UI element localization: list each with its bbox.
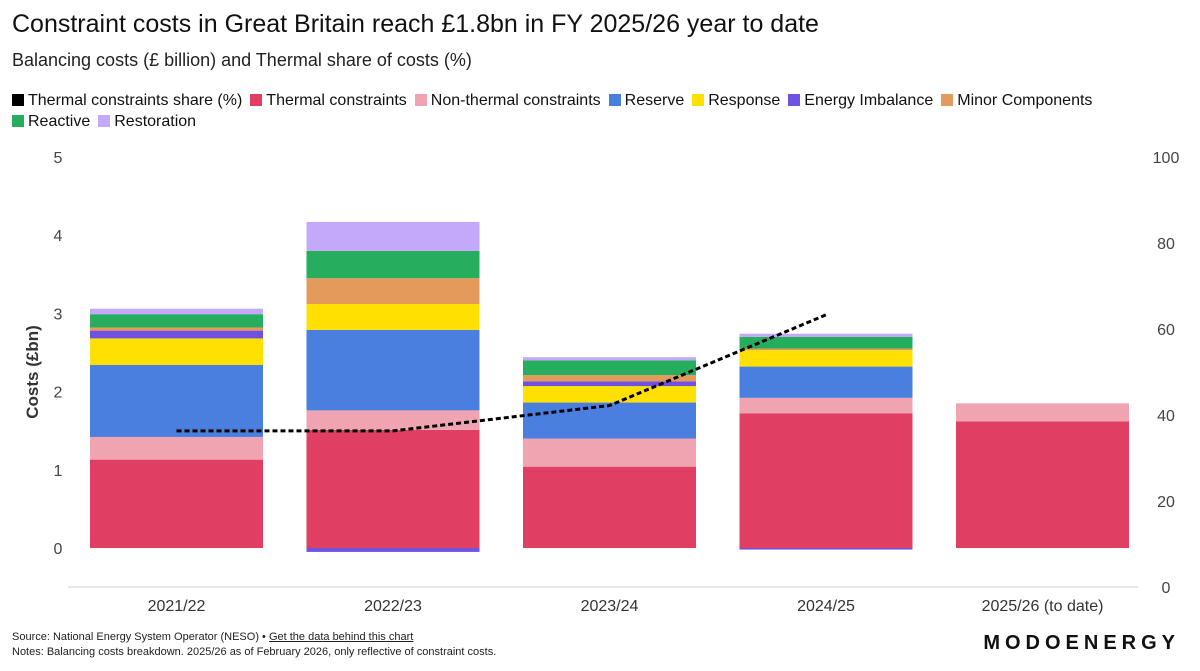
- bar-segment: [956, 403, 1129, 422]
- legend-swatch: [12, 115, 24, 127]
- bar-segment: [523, 438, 696, 467]
- bar-segment: [956, 421, 1129, 548]
- bar-segment: [739, 348, 913, 351]
- thermal-share-line: [176, 313, 827, 433]
- x-tick-label: 2021/22: [148, 598, 206, 615]
- footer-notes: Notes: Balancing costs breakdown. 2025/2…: [12, 646, 497, 658]
- y2-tick-label: 40: [1157, 408, 1175, 425]
- legend-item: Thermal constraints: [250, 90, 407, 111]
- bar-segment: [90, 365, 263, 437]
- legend-label: Reserve: [624, 92, 685, 109]
- bar-segment: [739, 350, 913, 367]
- bar-segment: [739, 366, 913, 398]
- legend-item: Reserve: [608, 90, 685, 111]
- chart-title: Constraint costs in Great Britain reach …: [12, 10, 819, 38]
- legend-swatch: [788, 94, 801, 106]
- y-tick-label: 4: [54, 228, 63, 245]
- legend-swatch: [608, 94, 621, 106]
- legend-swatch: [692, 94, 705, 106]
- legend-label: Thermal constraints share (%): [28, 92, 243, 109]
- y2-tick-label: 100: [1153, 150, 1180, 167]
- bar-segment: [306, 304, 480, 330]
- legend-swatch: [12, 94, 24, 106]
- bar-segment: [306, 329, 480, 411]
- legend-item: Thermal constraints share (%): [12, 90, 242, 111]
- bar-segment: [306, 410, 480, 430]
- legend-item: Restoration: [98, 111, 196, 132]
- legend-label: Energy Imbalance: [804, 92, 934, 109]
- legend-swatch: [250, 94, 263, 106]
- bars-layer: [90, 221, 1129, 552]
- bar-segment: [306, 278, 480, 305]
- legend-label: Restoration: [114, 113, 197, 130]
- bar-segment: [739, 333, 913, 337]
- y-tick-label: 0: [54, 541, 63, 558]
- y-tick-label: 3: [54, 306, 63, 323]
- bar-segment: [90, 330, 263, 339]
- bar-segment: [739, 336, 913, 349]
- legend-swatch: [941, 94, 954, 106]
- legend-item: Minor Components: [941, 90, 1092, 111]
- y-axis-title: Costs (£bn): [23, 325, 42, 419]
- y2-tick-label: 60: [1157, 322, 1175, 339]
- bar-segment: [739, 413, 913, 548]
- y-tick-label: 1: [54, 463, 63, 480]
- bar-segment: [523, 381, 696, 387]
- legend-item: Response: [692, 90, 780, 111]
- legend-swatch: [414, 94, 427, 106]
- bar-segment: [306, 429, 480, 548]
- source-label: Source: National Energy System Operator …: [12, 631, 266, 643]
- legend-item: Non-thermal constraints: [414, 90, 601, 111]
- legend-item: Reactive: [12, 111, 90, 132]
- legend: Thermal constraints share (%) Thermal con…: [12, 90, 1182, 132]
- bar-segment: [306, 548, 480, 552]
- bar-segment: [306, 250, 480, 279]
- legend-label: Response: [708, 92, 781, 109]
- bar-segment: [523, 466, 696, 548]
- x-tick-label: 2023/24: [581, 598, 639, 615]
- bar-segment: [90, 308, 263, 315]
- bar-segment: [90, 338, 263, 366]
- bar-segment: [523, 402, 696, 439]
- legend-swatch: [98, 115, 111, 127]
- bar-segment: [90, 314, 263, 328]
- y2-tick-label: 20: [1157, 494, 1175, 511]
- axes-layer: 0 1 2 3 4 5 0 20 40 60 80 100 2021/22 2022/23 2023/24 2…: [23, 150, 1179, 615]
- y-tick-label: 2: [54, 385, 63, 402]
- bar-segment: [90, 327, 263, 331]
- bar-segment: [739, 548, 913, 550]
- legend-label: Minor Components: [957, 92, 1093, 109]
- data-link[interactable]: Get the data behind this chart: [268, 631, 414, 643]
- line-layer: [176, 313, 827, 433]
- bar-segment: [523, 375, 696, 382]
- bar-segment: [523, 360, 696, 376]
- y2-tick-label: 80: [1157, 236, 1175, 253]
- legend-label: Non-thermal constraints: [430, 92, 601, 109]
- y2-tick-label: 0: [1162, 580, 1171, 597]
- legend-label: Thermal constraints: [266, 92, 407, 109]
- legend-item: Energy Imbalance: [788, 90, 933, 111]
- bar-segment: [90, 436, 263, 460]
- x-tick-label: 2025/26 (to date): [982, 598, 1104, 615]
- bar-segment: [523, 357, 696, 361]
- chart-subtitle: Balancing costs (£ billion) and Thermal …: [12, 50, 472, 70]
- x-tick-label: 2022/23: [364, 598, 422, 615]
- bar-segment: [306, 221, 480, 251]
- footer-source: Source: National Energy System Operator …: [12, 631, 413, 643]
- legend-label: Reactive: [28, 113, 91, 130]
- brand-logo: MODOENERGY: [983, 632, 1180, 654]
- x-tick-label: 2024/25: [797, 598, 855, 615]
- bar-segment: [523, 386, 696, 403]
- bar-segment: [90, 459, 263, 548]
- bar-segment: [739, 397, 913, 414]
- y-tick-label: 5: [54, 150, 63, 167]
